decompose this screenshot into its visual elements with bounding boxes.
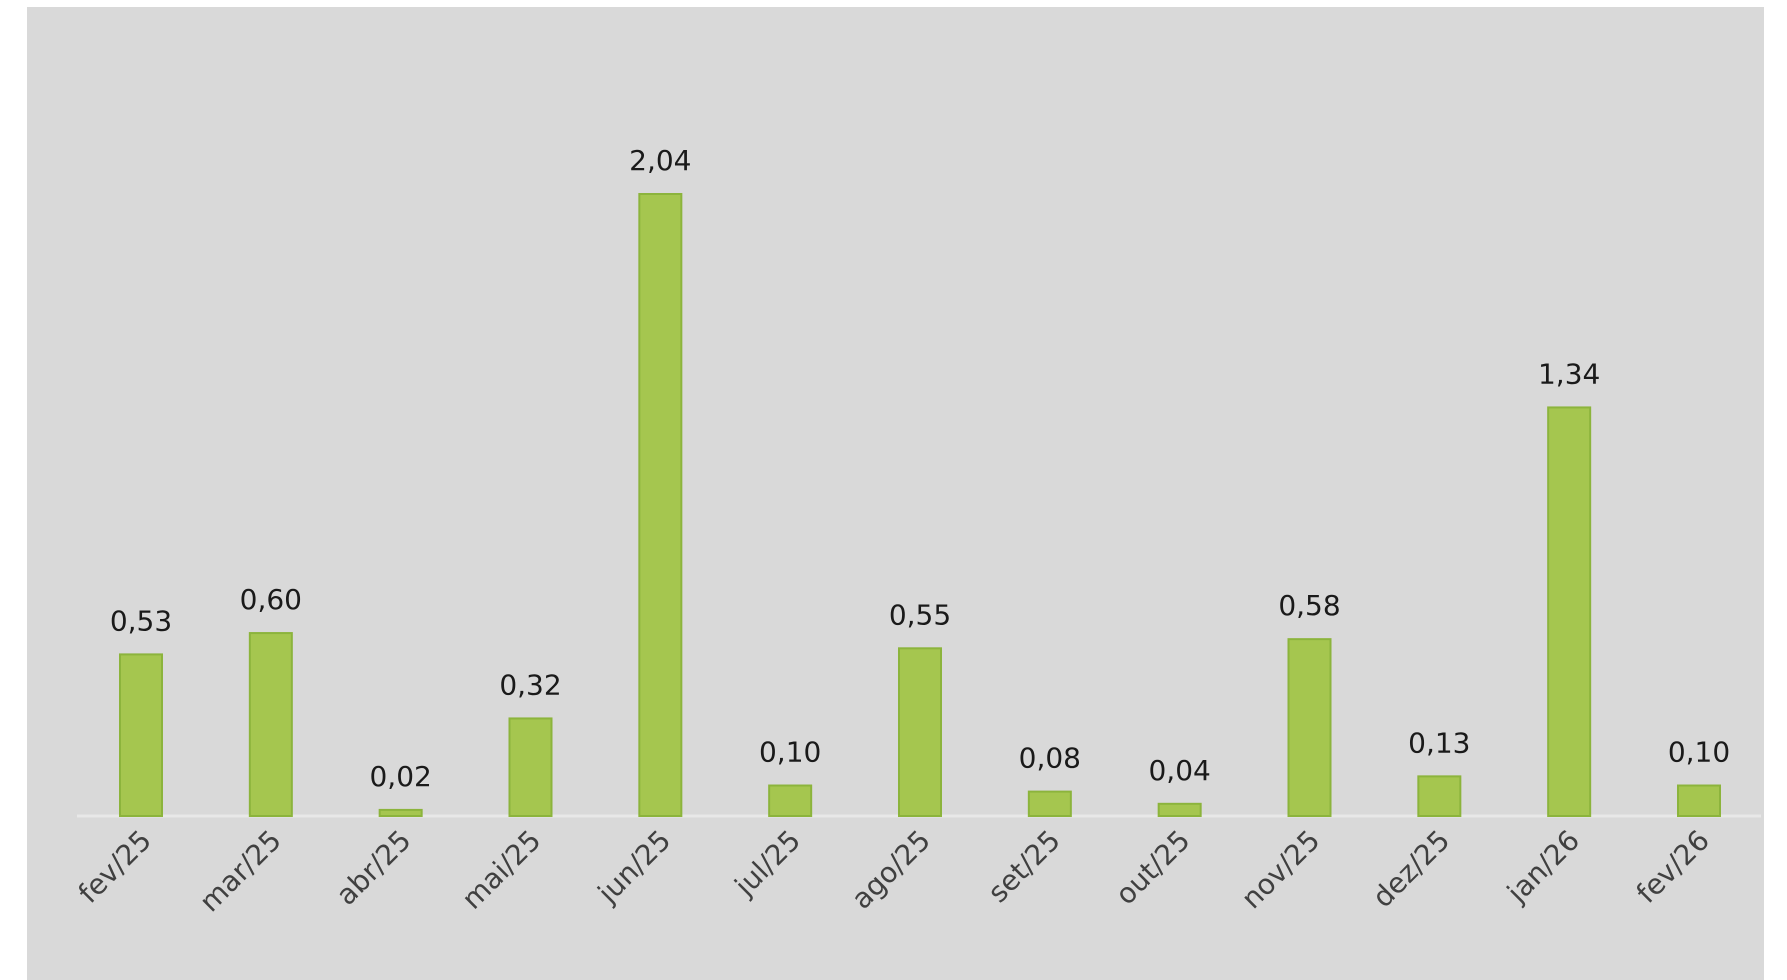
bar: [1157, 802, 1202, 817]
data-label: 0,08: [1019, 742, 1081, 775]
data-label: 0,10: [759, 736, 821, 769]
bar: [1547, 406, 1592, 817]
data-label: 1,34: [1538, 357, 1600, 390]
data-label: 0,60: [240, 583, 302, 616]
data-label: 0,32: [499, 668, 561, 701]
bar: [1027, 790, 1072, 818]
data-label: 0,53: [110, 604, 172, 637]
bar: [508, 717, 553, 818]
data-label: 0,02: [369, 760, 431, 793]
bar: [119, 653, 163, 818]
plot-background: [27, 7, 1764, 980]
bar: [768, 784, 813, 818]
bar: [638, 193, 683, 817]
bar: [248, 632, 293, 818]
data-label: 0,04: [1148, 754, 1210, 787]
data-label: 2,04: [629, 144, 691, 177]
bar: [1287, 638, 1332, 817]
data-label: 0,58: [1278, 589, 1340, 622]
bar: [378, 808, 423, 818]
data-label: 0,10: [1668, 736, 1730, 769]
bar: [898, 647, 942, 817]
data-label: 0,13: [1408, 726, 1470, 759]
bar: [1417, 775, 1462, 817]
bar: [1677, 784, 1721, 818]
data-label: 0,55: [889, 598, 951, 631]
